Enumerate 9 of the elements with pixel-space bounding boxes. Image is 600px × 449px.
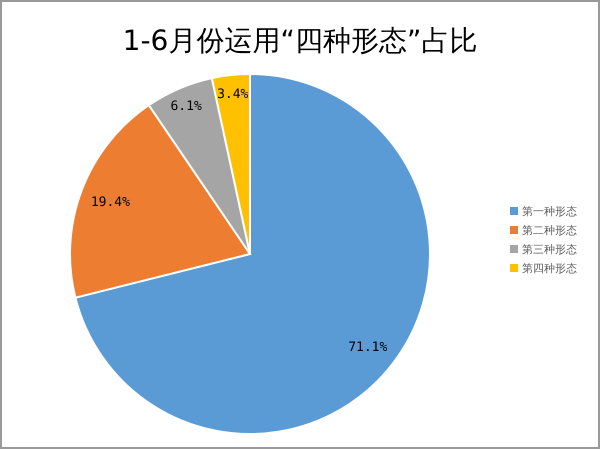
legend-label: 第三种形态 [522, 243, 577, 256]
data-label: 3.4% [217, 86, 249, 102]
chart-title: 1-6月份运用“四种形态”占比 [122, 24, 478, 57]
legend-label: 第二种形态 [522, 224, 577, 237]
legend-label: 第四种形态 [522, 262, 577, 275]
data-label: 6.1% [170, 99, 202, 114]
data-label: 71.1% [348, 340, 388, 355]
data-label: 19.4% [90, 194, 130, 210]
legend-label: 第一种形态 [522, 205, 577, 218]
